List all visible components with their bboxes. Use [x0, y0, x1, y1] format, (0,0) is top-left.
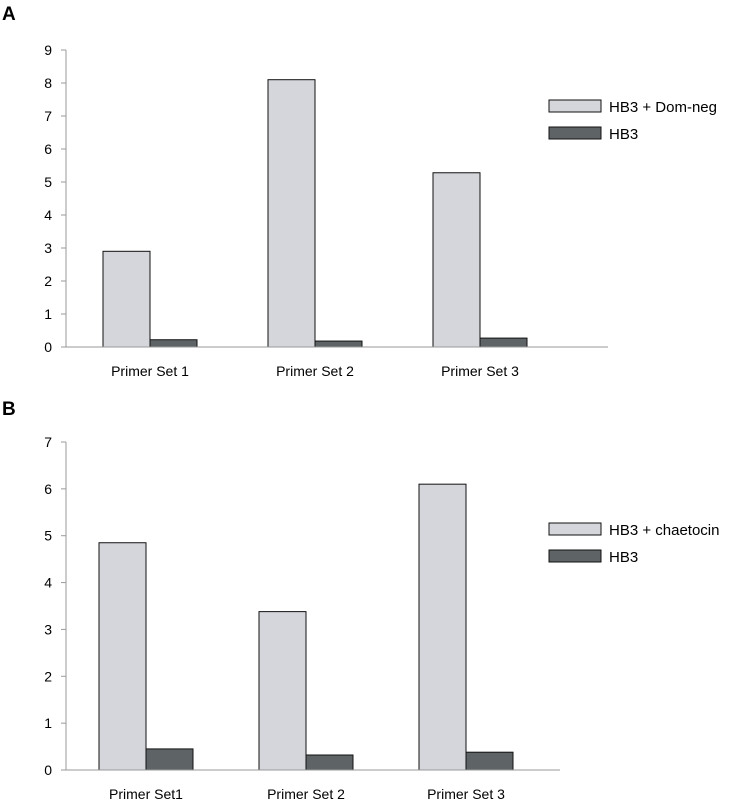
panel-b-y-tick-label: 6: [44, 481, 52, 497]
panel-a: A 0 1 2 3 4 5 6 7 8 9 Primer Set 1 Primer Set 2 Pri…: [2, 4, 717, 379]
panel-b-y-tick-label: 0: [44, 762, 52, 778]
panel-b-y-tick-label: 5: [44, 528, 52, 544]
panel-a-bar-treated-2: [267, 79, 316, 348]
panel-b-x-tick-label: Primer Set1: [109, 786, 183, 800]
panel-a-bar-treated-3: [432, 172, 481, 348]
panel-b-bar-hb3-3: [465, 751, 514, 771]
panel-a-x-tick-label: Primer Set 1: [111, 363, 189, 379]
panel-a-y-tick-label: 4: [44, 207, 52, 223]
panel-a-legend-label: HB3: [609, 126, 638, 143]
panel-b-bar-treated-2: [258, 611, 307, 771]
panel-b-y-tick-label: 1: [44, 715, 52, 731]
panel-a-legend-swatch: [548, 126, 602, 140]
panel-b-bar-hb3-2: [305, 754, 354, 771]
panel-a-y-tick-label: 1: [44, 306, 52, 322]
panel-a-bar-hb3-1: [149, 339, 198, 348]
panel-b-legend-swatch: [548, 549, 602, 563]
panel-a-x-tick-label: Primer Set 2: [276, 363, 354, 379]
panel-a-y-tick-label: 9: [44, 42, 52, 58]
panel-a-bar-hb3-3: [479, 337, 528, 348]
panel-b-bar-hb3-1: [145, 748, 194, 771]
panel-b-y-tick-label: 3: [44, 621, 52, 637]
panel-b-legend-label: HB3: [609, 549, 638, 566]
panel-b-bar-treated-1: [98, 542, 147, 771]
panel-b-x-tick-label: Primer Set 3: [427, 786, 505, 800]
panel-a-y-tick-label: 2: [44, 273, 52, 289]
panel-a-x-tick-label: Primer Set 3: [441, 363, 519, 379]
panel-b-y-tick-label: 2: [44, 668, 52, 684]
panel-b-y-tick-label: 4: [44, 575, 52, 591]
panel-a-bar-treated-1: [102, 250, 151, 348]
panel-b-legend-label: HB3 + chaetocin: [609, 522, 720, 539]
panel-a-legend-swatch: [548, 99, 602, 113]
panel-b-bar-treated-3: [418, 483, 467, 771]
panel-a-legend-label: HB3 + Dom-neg: [609, 99, 717, 116]
panel-b-label: B: [2, 399, 16, 420]
panel-a-label: A: [2, 4, 16, 25]
panel-a-y-tick-label: 3: [44, 240, 52, 256]
panel-a-y-tick-label: 8: [44, 75, 52, 91]
panel-b-legend-swatch: [548, 522, 602, 536]
panel-b-y-tick-label: 7: [44, 434, 52, 450]
panel-b-x-tick-label: Primer Set 2: [267, 786, 345, 800]
panel-b: B 0 1 2 3 4 5 6 7 Primer Set1 Primer Set 2 Primer…: [2, 399, 720, 800]
panel-a-y-tick-label: 6: [44, 141, 52, 157]
panel-a-y-tick-label: 0: [44, 339, 52, 355]
panel-a-bar-hb3-2: [314, 340, 363, 348]
panel-a-y-tick-label: 7: [44, 108, 52, 124]
panel-a-y-tick-label: 5: [44, 174, 52, 190]
